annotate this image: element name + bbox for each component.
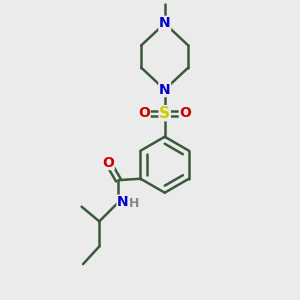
Text: N: N <box>159 16 170 30</box>
Text: O: O <box>179 106 191 120</box>
Text: N: N <box>159 82 170 97</box>
Text: S: S <box>159 106 170 121</box>
Text: N: N <box>117 195 129 209</box>
Text: O: O <box>138 106 150 120</box>
Text: H: H <box>128 197 139 210</box>
Text: O: O <box>102 155 114 170</box>
